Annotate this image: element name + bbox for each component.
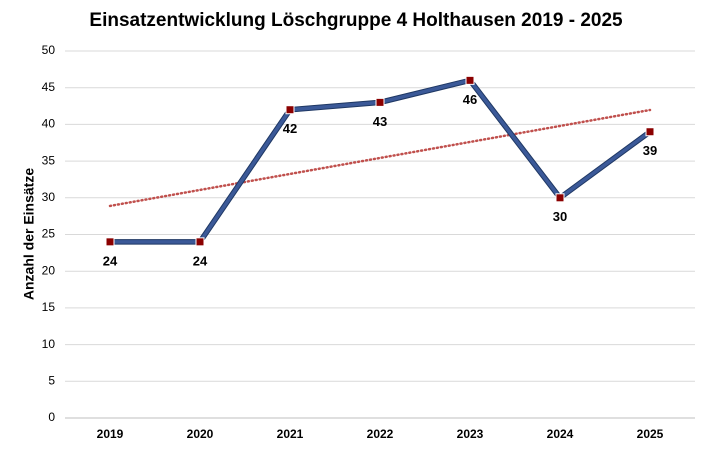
- x-tick-label: 2021: [277, 427, 304, 441]
- y-tick-label: 25: [42, 227, 56, 241]
- marker: [465, 75, 475, 85]
- data-label: 42: [283, 121, 297, 136]
- marker: [105, 237, 115, 247]
- y-tick-label: 45: [42, 80, 56, 94]
- y-tick-label: 15: [42, 300, 56, 314]
- trendline: [108, 108, 652, 208]
- y-tick-label: 50: [42, 43, 56, 57]
- data-label: 39: [643, 143, 657, 158]
- marker: [285, 105, 295, 115]
- y-tick-label: 35: [42, 153, 56, 167]
- x-tick-label: 2022: [367, 427, 394, 441]
- data-label: 24: [193, 253, 208, 268]
- chart-title: Einsatzentwicklung Löschgruppe 4 Holthau…: [89, 10, 623, 31]
- x-tick-label: 2023: [457, 427, 484, 441]
- y-tick-label: 10: [42, 337, 56, 351]
- marker: [555, 193, 565, 203]
- y-tick-label: 30: [42, 190, 56, 204]
- x-tick-label: 2020: [187, 427, 214, 441]
- data-label: 43: [373, 114, 387, 129]
- x-tick-label: 2019: [97, 427, 124, 441]
- marker: [195, 237, 205, 247]
- y-tick-label: 40: [42, 117, 56, 131]
- y-tick-label: 5: [48, 373, 55, 387]
- y-tick-label: 0: [48, 410, 55, 424]
- data-label: 46: [463, 92, 477, 107]
- y-axis-title: Anzahl der Einsätze: [21, 168, 37, 300]
- marker: [645, 127, 655, 137]
- y-tick-label: 20: [42, 263, 56, 277]
- marker: [375, 97, 385, 107]
- data-label: 24: [103, 253, 118, 268]
- x-tick-label: 2025: [637, 427, 664, 441]
- data-label: 30: [553, 209, 567, 224]
- x-tick-label: 2024: [547, 427, 574, 441]
